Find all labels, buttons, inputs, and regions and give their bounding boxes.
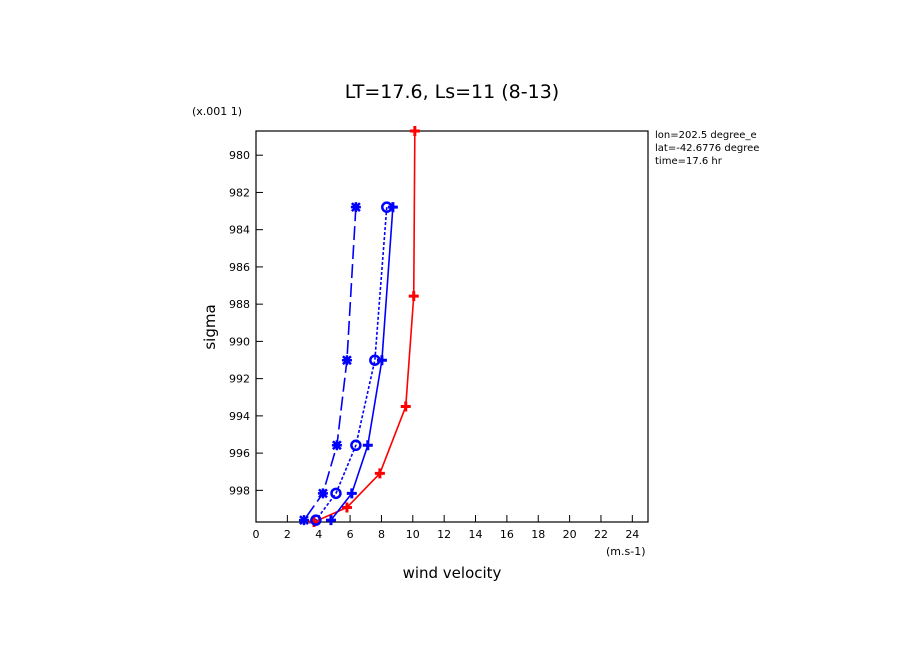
- x-tick-label: 6: [347, 528, 354, 541]
- marker: [298, 515, 309, 526]
- marker: [330, 487, 342, 500]
- marker: [387, 202, 398, 213]
- x-tick-label: 12: [437, 528, 451, 541]
- marker: [369, 354, 381, 366]
- marker: [341, 502, 352, 513]
- marker: [346, 488, 357, 499]
- x-tick-label: 20: [563, 528, 577, 541]
- chart-title: LT=17.6, Ls=11 (8-13): [345, 81, 559, 103]
- marker: [341, 355, 352, 366]
- marker: [374, 468, 385, 479]
- marker: [331, 440, 342, 451]
- marker: [325, 515, 336, 526]
- info-text: lat=-42.6776 degree: [655, 143, 759, 154]
- y-tick-label: 998: [229, 484, 250, 497]
- info-text: lon=202.5 degree_e: [655, 130, 757, 141]
- y-tick-label: 980: [229, 149, 250, 162]
- y-tick-label: 982: [229, 186, 250, 199]
- marker: [350, 202, 361, 213]
- x-tick-label: 10: [406, 528, 420, 541]
- y-tick-label: 988: [229, 298, 250, 311]
- x-tick-label: 2: [284, 528, 291, 541]
- marker: [310, 514, 322, 526]
- x-unit-note: (m.s-1): [606, 545, 646, 558]
- marker: [400, 401, 411, 412]
- x-tick-label: 22: [594, 528, 608, 541]
- y-tick-label: 986: [229, 261, 250, 274]
- y-tick-label: 990: [229, 335, 250, 348]
- y-tick-label: 996: [229, 447, 250, 460]
- series-line: [315, 207, 388, 521]
- x-tick-label: 8: [378, 528, 385, 541]
- x-tick-label: 18: [531, 528, 545, 541]
- x-tick-label: 16: [500, 528, 514, 541]
- x-axis-label: wind velocity: [403, 564, 502, 582]
- info-text: time=17.6 hr: [655, 156, 723, 167]
- plot-frame: [255, 130, 649, 523]
- marker: [350, 439, 362, 452]
- x-tick-label: 14: [469, 528, 483, 541]
- marker: [317, 488, 328, 499]
- y-scale-note: (x.001 1): [192, 105, 242, 118]
- x-tick-label: 24: [625, 528, 639, 541]
- series-line: [313, 130, 416, 523]
- marker: [362, 440, 373, 451]
- y-tick-label: 994: [229, 410, 250, 423]
- y-tick-label: 984: [229, 224, 250, 237]
- marker: [381, 201, 393, 213]
- x-tick-label: 4: [315, 528, 322, 541]
- y-tick-label: 992: [229, 373, 250, 386]
- y-axis-label: sigma: [201, 304, 219, 349]
- marker: [409, 126, 420, 136]
- marker: [408, 291, 419, 302]
- x-tick-label: 0: [253, 528, 260, 541]
